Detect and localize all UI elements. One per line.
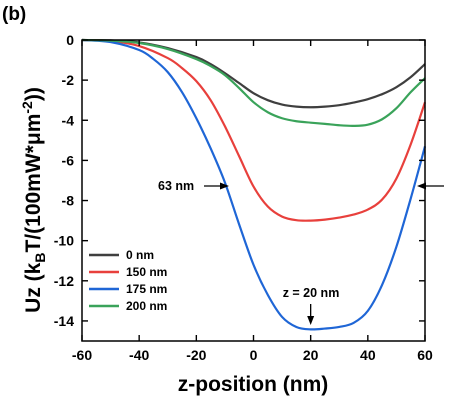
x-tick-label: 0 [250,347,258,363]
annotation-z20-label: z = 20 nm [283,286,340,300]
annotation-z20-arrowhead [307,316,315,325]
x-tick-label: 60 [417,347,433,363]
panel-label: (b) [2,4,27,25]
x-tick-label: -20 [186,347,206,363]
series-line-200-nm [81,38,426,128]
y-tick-label: -8 [62,193,75,209]
x-tick-label: 20 [303,347,319,363]
y-axis-title: Uz (kBT/(100mW*μm-2)) [19,87,48,313]
series-line-175-nm [81,38,427,331]
legend-label: 200 nm [126,299,167,313]
y-tick-label: -14 [54,313,74,329]
legend-label: 150 nm [126,265,167,279]
legend: 0 nm 150 nm 175 nm 200 nm [89,248,167,313]
y-tick-label: -4 [62,112,75,128]
y-tick-label: -10 [54,233,74,249]
x-tick-label: -40 [129,347,149,363]
series-line-0-nm [81,38,426,109]
annotation-right-arrowhead [417,182,426,190]
x-tick-label: -60 [72,347,92,363]
legend-label: 0 nm [126,248,154,262]
y-tick-label: -2 [62,72,75,88]
annotation-63nm-label: 63 nm [158,179,194,193]
annotations: 63 nm z = 20 nm [158,179,444,325]
curves [81,38,427,331]
annotation-63nm-arrowhead [220,182,229,190]
ticks: -60 -40 -20 0 20 40 60 0 -2 -4 -6 -8 -10 -12 -14 [54,32,433,363]
series-line-150-nm [81,38,427,222]
y-tick-label: -12 [54,273,74,289]
y-tick-label: 0 [66,32,74,48]
x-axis-title: z-position (nm) [178,373,328,396]
legend-label: 175 nm [126,282,167,296]
y-tick-label: -6 [62,152,75,168]
x-tick-label: 40 [360,347,376,363]
